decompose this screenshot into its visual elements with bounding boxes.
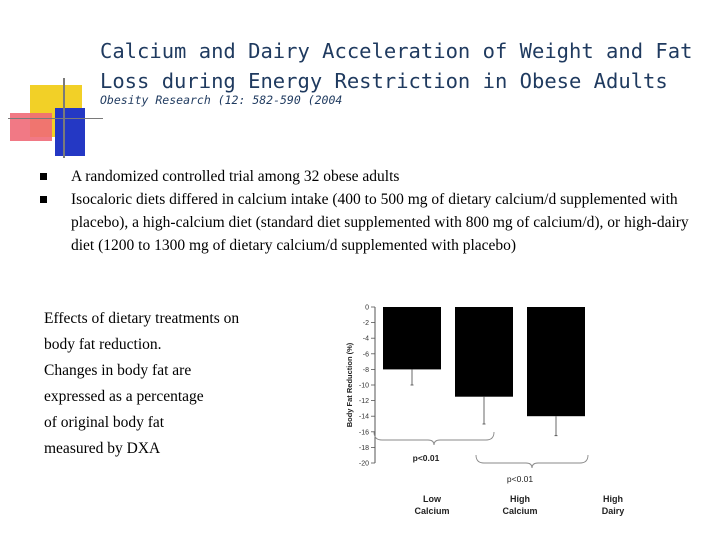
bullet-item: Isocaloric diets differed in calcium int… xyxy=(40,188,710,257)
p-value-label-2: p<0.01 xyxy=(507,474,534,484)
p-value-label-1: p<0.01 xyxy=(413,453,440,463)
body-fat-bar-chart: 0 -2 -4 -6 -8 -10 -12 -14 -16 -18 -20 Body Fat Redu… xyxy=(345,305,625,517)
y-tick-label: -16 xyxy=(359,429,369,436)
bar-0 xyxy=(383,307,441,370)
y-tick-label: -4 xyxy=(363,336,369,343)
category-label: Low xyxy=(423,494,442,504)
y-tick-label: 0 xyxy=(365,305,369,312)
y-tick-label: -6 xyxy=(363,351,369,358)
bullet-list: A randomized controlled trial among 32 o… xyxy=(40,165,710,257)
caption-line: measured by DXA xyxy=(44,440,161,457)
slide-title-line-1: Calcium and Dairy Acceleration of Weight… xyxy=(100,39,693,63)
y-tick-label: -2 xyxy=(363,320,369,327)
decor-blue-square xyxy=(55,108,85,156)
bar-2 xyxy=(527,307,585,417)
y-tick-label: -20 xyxy=(359,461,369,468)
slide-subtitle: Obesity Research (12: 582-590 (2004 xyxy=(100,93,343,107)
decor-horizontal-line xyxy=(8,118,103,119)
y-tick-label: -14 xyxy=(359,414,369,421)
y-axis-title: Body Fat Reduction (%) xyxy=(345,342,354,427)
bar-1 xyxy=(455,307,513,397)
caption-line: expressed as a percentage xyxy=(44,388,204,405)
y-tick-label: -12 xyxy=(359,398,369,405)
category-label: Calcium xyxy=(414,506,449,516)
category-label: Calcium xyxy=(502,506,537,516)
caption-line: body fat reduction. xyxy=(44,336,162,353)
bullet-marker xyxy=(40,196,47,203)
slide-title-line-2: Loss during Energy Restriction in Obese … xyxy=(100,69,668,93)
category-label: Dairy xyxy=(602,506,625,516)
decor-red-square xyxy=(10,113,52,141)
caption-line: Effects of dietary treatments on xyxy=(44,310,240,327)
significance-brace-2 xyxy=(475,454,589,469)
slide-title: Calcium and Dairy Acceleration of Weight… xyxy=(100,36,710,96)
caption-line: of original body fat xyxy=(44,414,165,431)
significance-brace-1 xyxy=(373,431,495,446)
bullet-marker xyxy=(40,173,47,180)
bullet-text: A randomized controlled trial among 32 o… xyxy=(71,168,400,185)
chart-caption: Effects of dietary treatments on body fa… xyxy=(44,306,294,462)
category-label: High xyxy=(510,494,530,504)
bullet-text: Isocaloric diets differed in calcium int… xyxy=(71,191,689,254)
y-tick-label: -10 xyxy=(359,383,369,390)
category-label: High xyxy=(603,494,623,504)
caption-line: Changes in body fat are xyxy=(44,362,192,379)
y-tick-label: -18 xyxy=(359,445,369,452)
bullet-item: A randomized controlled trial among 32 o… xyxy=(40,165,710,188)
y-tick-label: -8 xyxy=(363,367,369,374)
